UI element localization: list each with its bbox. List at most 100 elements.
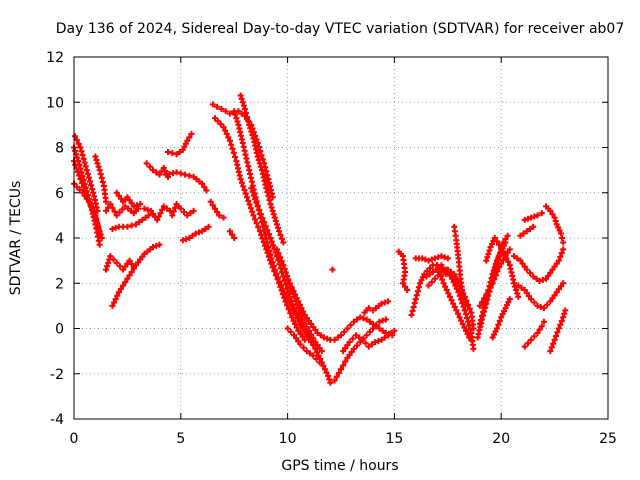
data-point [79, 173, 86, 180]
plot-frame [73, 56, 609, 420]
data-point [486, 247, 493, 254]
data-point [216, 212, 223, 219]
data-point [285, 276, 292, 283]
data-point [365, 343, 372, 350]
data-point [112, 224, 119, 231]
data-point [109, 225, 116, 232]
data-point [299, 316, 306, 323]
data-point [85, 174, 92, 181]
data-point [402, 283, 409, 290]
data-point [456, 314, 463, 321]
data-point [237, 92, 244, 99]
data-point [241, 106, 248, 113]
data-point [75, 158, 82, 165]
data-point [299, 325, 306, 332]
data-point [360, 315, 367, 322]
data-point [83, 188, 90, 195]
data-point [324, 335, 331, 342]
data-point [540, 318, 547, 325]
data-point [264, 227, 271, 234]
data-point [459, 320, 466, 327]
data-point [156, 241, 163, 248]
data-point [363, 332, 370, 339]
data-point [150, 210, 157, 217]
data-point [455, 289, 462, 296]
data-point [120, 266, 127, 273]
data-point [491, 235, 498, 241]
data-point [484, 254, 491, 261]
data-point [274, 274, 281, 281]
data-point [342, 345, 349, 352]
data-point [234, 118, 241, 125]
data-point [182, 140, 189, 147]
data-point [538, 323, 545, 330]
data-point [284, 273, 291, 280]
data-point [259, 215, 266, 222]
data-point [255, 156, 262, 163]
data-point [163, 205, 170, 212]
data-point [423, 273, 430, 280]
data-point [321, 366, 328, 373]
data-point [218, 106, 225, 113]
data-point [172, 204, 179, 211]
data-point [96, 230, 103, 237]
data-point [524, 340, 531, 347]
data-point [176, 149, 183, 156]
data-point [272, 218, 279, 225]
data-point [325, 373, 332, 380]
data-point [87, 178, 94, 185]
data-point [79, 189, 86, 196]
data-point [195, 229, 202, 236]
data-point [350, 318, 357, 325]
data-point [376, 325, 383, 332]
data-point [310, 352, 317, 359]
axis-ticks: 0 5 10 15 20 25 -4 -2 0 2 4 6 8 10 12 [46, 50, 617, 447]
data-point [257, 163, 264, 170]
data-point [226, 110, 233, 117]
data-point [519, 260, 526, 267]
data-point [268, 204, 275, 211]
data-point [373, 323, 380, 330]
data-point [72, 133, 79, 140]
data-point [76, 186, 83, 193]
data-point [341, 328, 348, 335]
y-axis-label: SDTVAR / TECUs [8, 181, 24, 296]
data-point [454, 310, 461, 317]
data-point [281, 265, 288, 272]
data-point [547, 348, 554, 355]
data-point [181, 143, 188, 150]
data-point [124, 194, 131, 201]
data-point [310, 335, 317, 342]
data-point [94, 160, 101, 167]
data-point [521, 343, 528, 350]
data-point [280, 239, 287, 246]
data-point [560, 280, 567, 287]
data-point [254, 153, 261, 160]
data-point [187, 210, 194, 217]
data-point [293, 311, 300, 318]
data-point [209, 101, 216, 108]
data-point [291, 308, 298, 315]
data-point [443, 287, 450, 294]
data-point [290, 288, 297, 295]
data-point [293, 324, 300, 331]
data-point [146, 163, 153, 170]
data-point [521, 287, 528, 294]
data-point [470, 345, 477, 352]
data-point [462, 311, 469, 318]
data-point [451, 304, 458, 311]
data-point [329, 266, 336, 273]
data-point [113, 189, 120, 196]
data-point [282, 281, 289, 288]
data-point [558, 317, 565, 324]
data-point [265, 244, 272, 251]
data-point [211, 115, 218, 122]
data-point [78, 148, 85, 155]
data-point [264, 172, 271, 179]
data-point [117, 285, 124, 292]
data-point [506, 246, 513, 253]
data-point [382, 316, 389, 323]
data-point [177, 170, 184, 177]
data-point [199, 228, 206, 235]
